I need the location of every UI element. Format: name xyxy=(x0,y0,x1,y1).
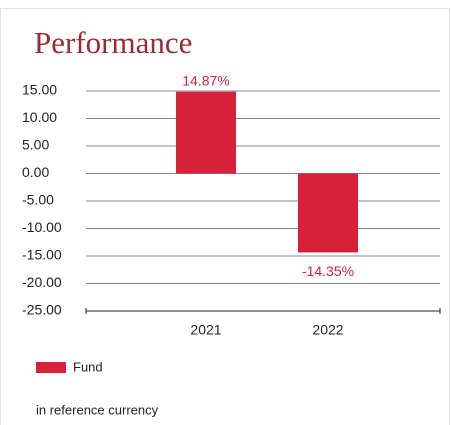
bar xyxy=(298,173,358,253)
y-tick-label: -10.00 xyxy=(22,219,62,235)
y-tick-label: -15.00 xyxy=(22,247,62,263)
card-border xyxy=(0,8,450,425)
bar xyxy=(176,91,236,174)
chart-title: Performance xyxy=(34,25,192,60)
x-tick-label: 2021 xyxy=(190,322,221,338)
value-label: -14.35% xyxy=(302,263,354,279)
y-tick-label: 5.00 xyxy=(22,137,49,153)
value-label: 14.87% xyxy=(182,72,229,88)
y-tick-label: -25.00 xyxy=(22,302,62,318)
y-tick-label: 0.00 xyxy=(22,164,49,180)
x-tick-label: 2022 xyxy=(312,322,343,338)
legend-swatch xyxy=(36,362,66,373)
legend-label: Fund xyxy=(73,359,103,374)
y-tick-label: -20.00 xyxy=(22,274,62,290)
y-tick-label: -5.00 xyxy=(22,192,54,208)
y-tick-label: 10.00 xyxy=(22,109,57,125)
note: in reference currency xyxy=(36,402,159,417)
y-tick-label: 15.00 xyxy=(22,82,57,98)
